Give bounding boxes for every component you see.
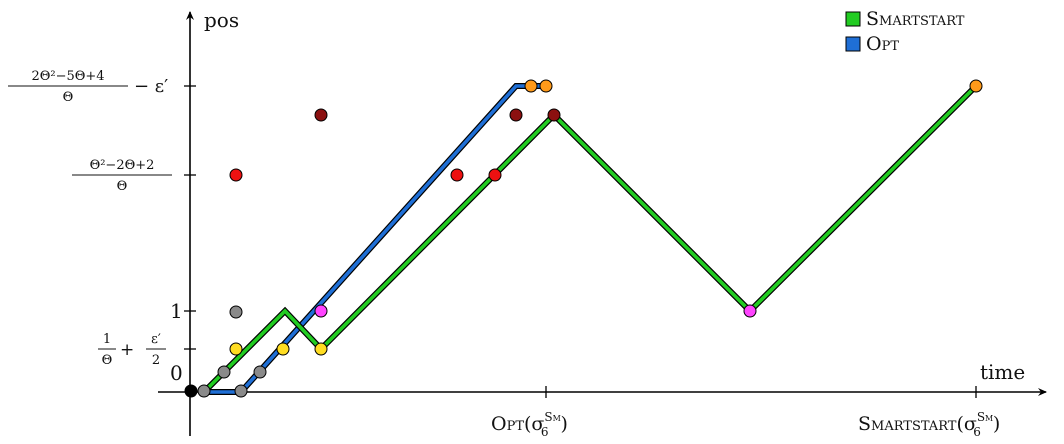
- x-tick-opt-close: ): [560, 413, 567, 435]
- y-tick-upper-suffix: − ε′: [134, 76, 168, 97]
- origin-label: 0: [170, 361, 183, 385]
- y-tick-label-upper: 2Θ²−5Θ+4 Θ − ε′: [8, 69, 168, 105]
- gray-point: [217, 365, 231, 379]
- y-tick-label-one: 1: [170, 299, 183, 323]
- y-tick-lower-plus: +: [120, 340, 134, 360]
- black-point: [184, 384, 198, 398]
- gray-point: [229, 305, 243, 319]
- legend: Smartstart Opt: [845, 8, 965, 55]
- y-tick-label-lower: 1 Θ + ε′ 2: [98, 332, 166, 368]
- magenta-point: [314, 304, 328, 318]
- orange-point: [969, 79, 983, 93]
- yellow-point: [276, 342, 290, 356]
- legend-label-smartstart: Smartstart: [866, 8, 965, 30]
- x-tick-opt-sym: (σ: [524, 413, 544, 435]
- yellow-point: [229, 342, 243, 356]
- red-point: [450, 168, 464, 182]
- x-tick-opt-name: Opt: [491, 413, 524, 435]
- legend-swatch-opt: [845, 36, 861, 52]
- x-tick-smart-name: Smartstart: [858, 413, 957, 435]
- gray-point: [253, 365, 267, 379]
- red-point: [229, 168, 243, 182]
- dark-red-point: [509, 108, 523, 122]
- x-tick-smart-sup: Sm: [977, 410, 993, 424]
- y-tick-lower-b-denominator: 2: [152, 353, 160, 368]
- y-tick-middle-denominator: Θ: [117, 179, 128, 194]
- y-tick-lower-b-numerator: ε′: [151, 332, 161, 347]
- magenta-point: [743, 304, 757, 318]
- red-point: [488, 168, 502, 182]
- x-tick-opt-sub: 6: [541, 425, 549, 439]
- dark-red-point: [547, 108, 561, 122]
- x-tick-smart-sym: (σ: [956, 413, 976, 435]
- orange-point: [539, 79, 553, 93]
- orange-point: [524, 79, 538, 93]
- x-tick-smart-sub: 6: [973, 425, 981, 439]
- x-tick-label-smartstart: Smartstart(σSm 6): [858, 410, 1000, 439]
- y-tick-middle-numerator: Θ²−2Θ+2: [90, 158, 155, 173]
- opt-trajectory-outline: [204, 83, 546, 395]
- y-tick-lower-a-numerator: 1: [103, 332, 111, 347]
- x-tick-opt-sup: Sm: [544, 410, 560, 424]
- dark-red-point: [314, 108, 328, 122]
- smartstart-trajectory: [202, 84, 978, 394]
- x-tick-label-opt: Opt(σSm 6): [491, 410, 568, 439]
- legend-label-opt: Opt: [866, 33, 899, 55]
- x-axis-label: time: [980, 360, 1025, 384]
- request-points: [184, 79, 983, 398]
- y-axis-label: pos: [204, 8, 239, 32]
- gray-point: [234, 384, 248, 398]
- y-tick-lower-a-denominator: Θ: [102, 353, 113, 368]
- y-tick-label-middle: Θ²−2Θ+2 Θ: [72, 158, 172, 194]
- gray-point: [197, 384, 211, 398]
- y-tick-upper-numerator: 2Θ²−5Θ+4: [31, 69, 104, 84]
- legend-swatch-smartstart: [845, 11, 861, 27]
- x-tick-smart-close: ): [993, 413, 1000, 435]
- yellow-point: [314, 342, 328, 356]
- y-tick-upper-denominator: Θ: [63, 90, 74, 105]
